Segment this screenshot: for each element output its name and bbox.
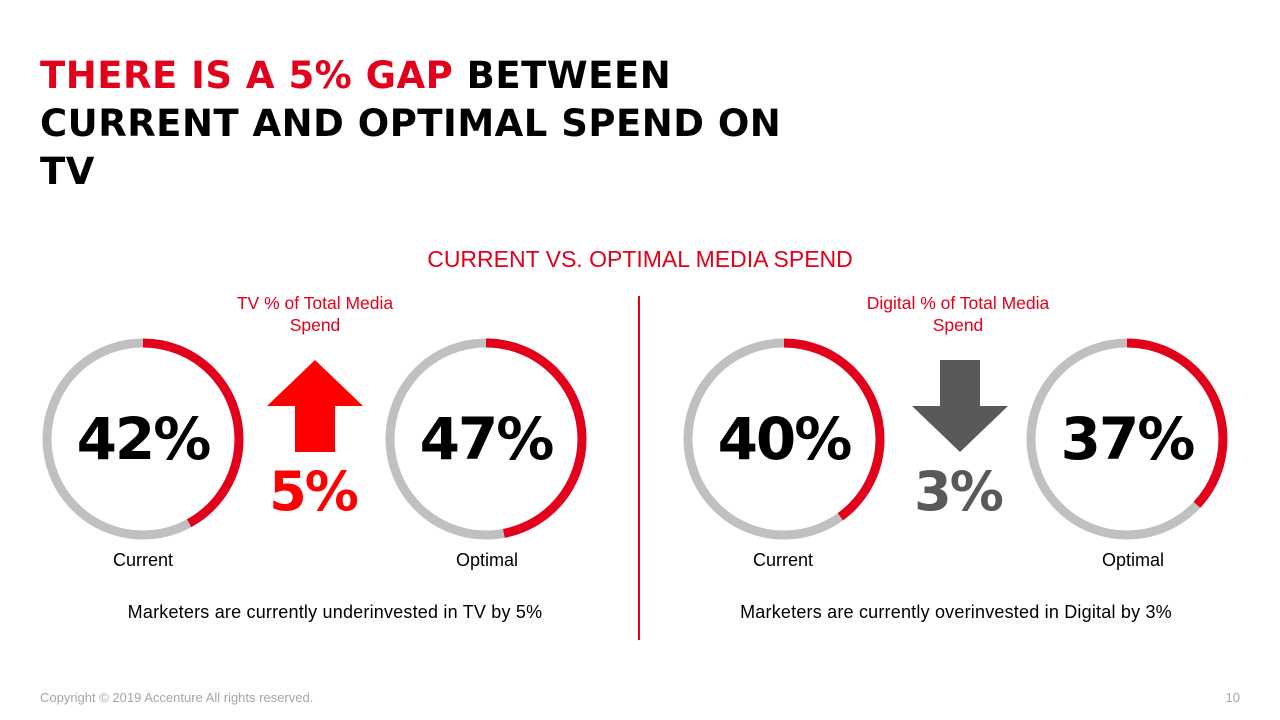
panel-divider bbox=[638, 296, 640, 640]
arrow-down-shape bbox=[912, 360, 1008, 452]
tv-optimal-donut: 47% bbox=[383, 336, 589, 542]
digital-current-donut: 40% bbox=[681, 336, 887, 542]
tv-change-value: 5% bbox=[269, 460, 359, 523]
donut-value-arc bbox=[1026, 338, 1228, 540]
digital-current-ring bbox=[683, 338, 885, 540]
donut-value-arc bbox=[683, 338, 885, 540]
tv-current-caption: Current bbox=[112, 550, 174, 570]
chart-title: CURRENT VS. OPTIMAL MEDIA SPEND bbox=[427, 246, 853, 272]
arrow-up-icon bbox=[267, 360, 363, 452]
donut-value-arc bbox=[385, 338, 587, 540]
digital-current-value: 40% bbox=[717, 405, 853, 473]
arrow-up-shape bbox=[267, 360, 363, 452]
digital-note: Marketers are currently overinvested in … bbox=[740, 602, 1172, 622]
digital-optimal-donut: 37% bbox=[1024, 336, 1230, 542]
digital-metric-label: Digital % of Total Media Spend bbox=[866, 293, 1050, 335]
digital-current-caption: Current bbox=[752, 550, 814, 570]
arrow-down-icon bbox=[912, 360, 1008, 452]
slide-title: THERE IS A 5% GAP BETWEEN CURRENT AND OP… bbox=[40, 52, 800, 196]
tv-current-donut: 42% bbox=[40, 336, 246, 542]
tv-optimal-ring bbox=[385, 338, 587, 540]
tv-optimal-caption: Optimal bbox=[455, 550, 518, 570]
donut-value-arc bbox=[42, 338, 244, 540]
tv-current-value: 42% bbox=[76, 405, 212, 473]
digital-optimal-ring bbox=[1026, 338, 1228, 540]
digital-optimal-value: 37% bbox=[1060, 405, 1196, 473]
tv-note: Marketers are currently underinvested in… bbox=[127, 602, 543, 622]
tv-optimal-value: 47% bbox=[419, 405, 555, 473]
slide-title-rest: BETWEEN CURRENT AND OPTIMAL SPEND ON TV bbox=[40, 54, 782, 193]
copyright-text: Copyright © 2019 Accenture All rights re… bbox=[40, 690, 314, 705]
digital-optimal-caption: Optimal bbox=[1101, 550, 1164, 570]
tv-metric-label: TV % of Total Media Spend bbox=[236, 293, 394, 335]
tv-current-ring bbox=[42, 338, 244, 540]
page-number: 10 bbox=[1225, 690, 1240, 705]
digital-change-value: 3% bbox=[914, 460, 1004, 523]
slide-title-accent: THERE IS A 5% GAP bbox=[40, 54, 454, 97]
